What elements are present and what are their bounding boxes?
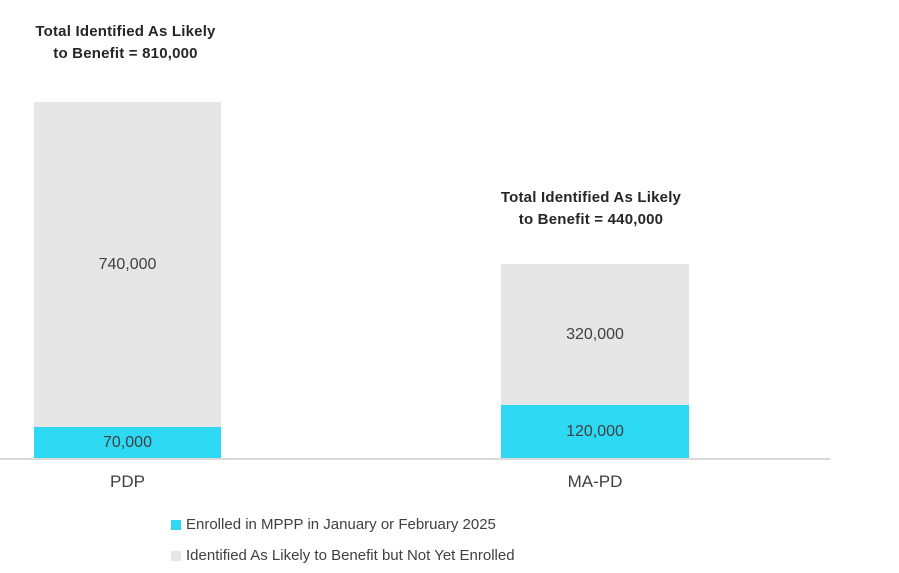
bar-segment-pdp-enrolled: 70,000 xyxy=(34,427,221,458)
bar-pdp: 740,000 70,000 xyxy=(34,102,221,458)
category-label-pdp: PDP xyxy=(110,472,145,491)
annotation-line-1: Total Identified As Likely xyxy=(500,189,682,206)
legend-item-not-yet-enrolled: Identified As Likely to Benefit but Not … xyxy=(171,545,515,566)
x-axis-line xyxy=(0,458,830,460)
data-label-mapd-not-yet-enrolled: 320,000 xyxy=(566,325,624,343)
legend: Enrolled in MPPP in January or February … xyxy=(171,514,515,566)
category-label-mapd: MA-PD xyxy=(567,472,623,491)
legend-swatch-not-yet-enrolled-icon xyxy=(171,550,181,561)
bar-segment-mapd-enrolled: 120,000 xyxy=(501,405,689,458)
legend-item-enrolled: Enrolled in MPPP in January or February … xyxy=(171,514,515,535)
data-label-pdp-not-yet-enrolled: 740,000 xyxy=(98,255,157,273)
total-annotation-mapd: Total Identified As Likely to Benefit = … xyxy=(478,187,704,231)
total-annotation-pdp: Total Identified As Likely to Benefit = … xyxy=(18,21,233,65)
data-label-pdp-enrolled: 70,000 xyxy=(103,433,152,451)
bar-segment-pdp-not-yet-enrolled: 740,000 xyxy=(34,102,221,427)
annotation-line-1: Total Identified As Likely xyxy=(35,23,216,40)
annotation-line-2: to Benefit = 810,000 xyxy=(53,45,198,62)
data-label-mapd-enrolled: 120,000 xyxy=(566,422,624,440)
annotation-line-2: to Benefit = 440,000 xyxy=(518,211,664,228)
bar-segment-mapd-not-yet-enrolled: 320,000 xyxy=(501,264,689,405)
legend-swatch-enrolled-icon xyxy=(171,519,181,530)
legend-label-not-yet-enrolled: Identified As Likely to Benefit but Not … xyxy=(186,547,515,564)
bar-mapd: 320,000 120,000 xyxy=(501,264,689,458)
legend-label-enrolled: Enrolled in MPPP in January or February … xyxy=(186,516,496,533)
